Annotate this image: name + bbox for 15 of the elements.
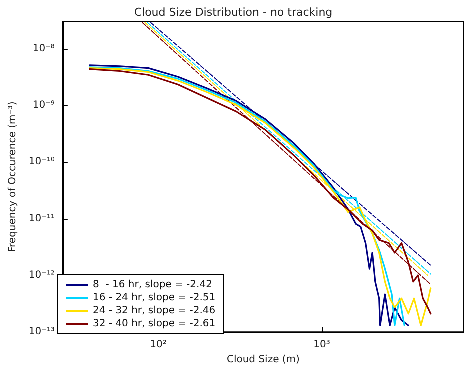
legend-label: 16 - 24 hr, slope = -2.51 [93,292,216,304]
x-tick-label: 10² [150,340,167,351]
y-tick-label: 10⁻¹⁰ [28,156,55,168]
y-tick-label: 10⁻¹¹ [28,213,55,224]
legend-label: 24 - 32 hr, slope = -2.46 [93,306,216,316]
x-tick-label: 10³ [314,340,330,351]
y-tick-label: 10⁻¹³ [28,326,55,338]
y-axis-title: Frequency of Occurence (m⁻³) [8,102,18,253]
y-tick-label: 10⁻⁹ [32,100,55,112]
y-tick-label: 10⁻¹² [28,270,55,281]
legend-label: 8 - 16 hr, slope = -2.42 [93,280,212,290]
chart-title: Cloud Size Distribution - no tracking [134,6,333,19]
legend-label: 32 - 40 hr, slope = -2.61 [93,318,216,330]
x-axis-title: Cloud Size (m) [226,354,300,366]
y-tick-label: 10⁻⁸ [32,44,55,55]
